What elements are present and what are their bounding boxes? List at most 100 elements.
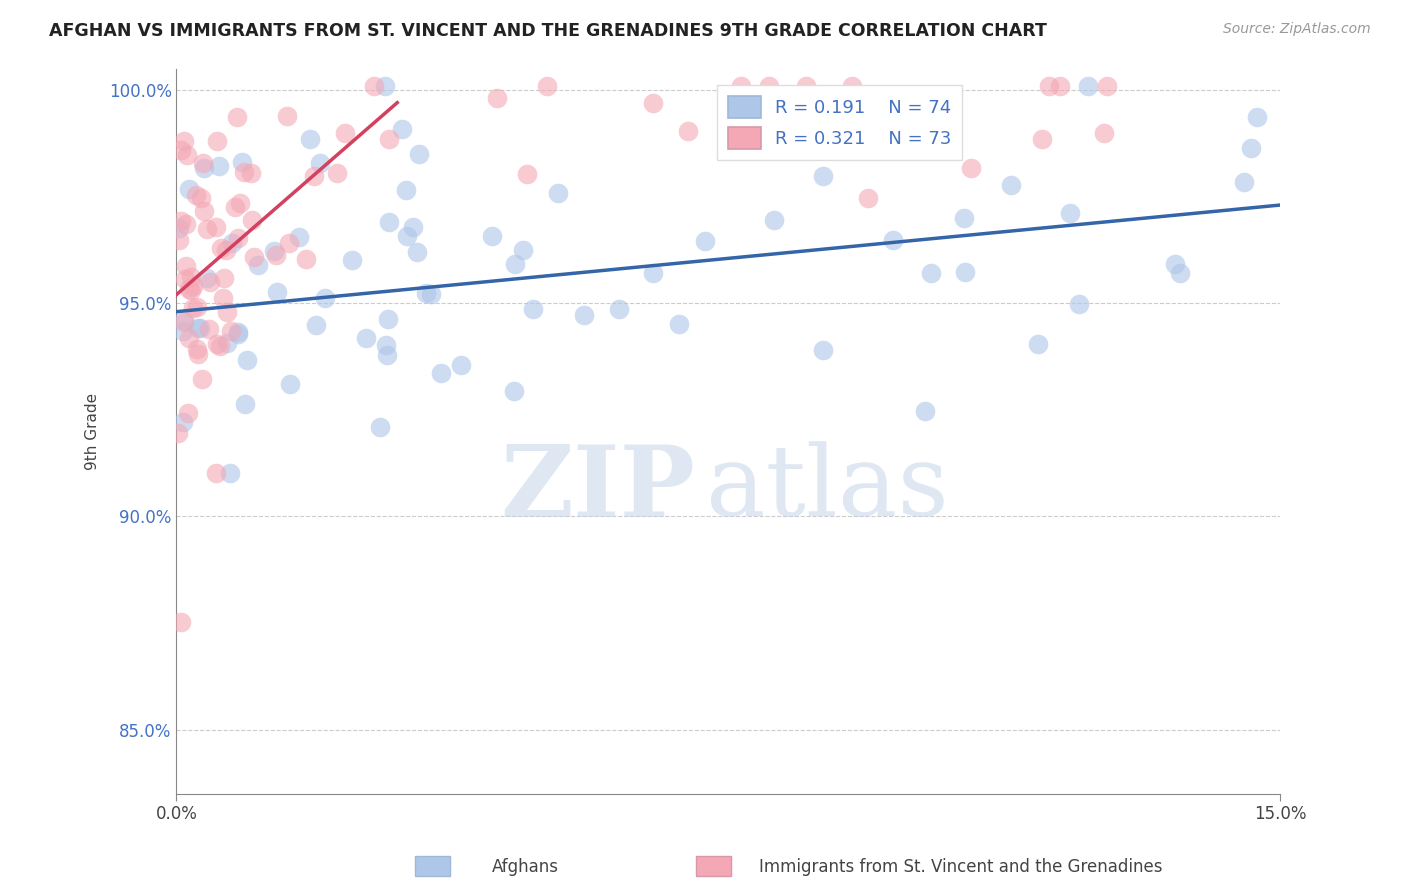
Point [183,279,205,293]
Point [174,259,197,273]
Point [233,396,256,410]
Point [278,235,301,250]
Point [187,320,209,334]
Point [302,169,325,184]
Point [841,78,863,93]
Point [173,315,195,329]
Point [190,191,212,205]
Point [309,156,332,170]
Point [536,78,558,93]
Point [643,266,665,280]
Point [243,251,266,265]
Point [193,161,215,176]
Point [1069,297,1091,311]
Point [811,169,834,183]
Point [920,266,942,280]
Point [235,353,257,368]
Point [1233,175,1256,189]
Point [225,110,247,124]
Text: atlas: atlas [706,442,949,537]
Point [486,91,509,105]
Point [481,228,503,243]
Point [607,302,630,317]
Point [1059,206,1081,220]
Point [173,134,195,148]
Point [212,291,235,305]
Point [375,347,398,361]
Point [231,154,253,169]
Point [217,305,239,319]
Point [395,229,418,244]
Point [180,269,202,284]
Point [170,214,193,228]
Point [503,257,526,271]
Point [512,243,534,257]
Y-axis label: 9th Grade: 9th Grade [86,392,100,470]
Text: Source: ZipAtlas.com: Source: ZipAtlas.com [1223,22,1371,37]
Point [246,258,269,272]
Point [1000,178,1022,193]
Point [294,252,316,266]
Point [408,147,430,161]
Point [263,244,285,258]
Text: AFGHAN VS IMMIGRANTS FROM ST. VINCENT AND THE GRENADINES 9TH GRADE CORRELATION C: AFGHAN VS IMMIGRANTS FROM ST. VINCENT AN… [49,22,1047,40]
Point [205,134,228,148]
Point [226,230,249,244]
Point [1246,110,1268,124]
Point [305,318,328,333]
Point [1164,257,1187,271]
Point [955,265,977,279]
Point [643,96,665,111]
Point [186,342,208,356]
Point [333,126,356,140]
Point [326,166,349,180]
Point [187,347,209,361]
Point [181,301,204,315]
Point [228,196,250,211]
Point [172,415,194,429]
Point [394,184,416,198]
Point [205,219,228,234]
Point [953,211,976,226]
Point [170,144,193,158]
Point [212,271,235,285]
Point [914,404,936,418]
Point [188,321,211,335]
Point [1240,141,1263,155]
Point [502,384,524,398]
Point [882,233,904,247]
Point [177,282,200,296]
Point [960,161,983,176]
Point [1095,78,1118,93]
Point [391,121,413,136]
Point [693,234,716,248]
Point [299,132,322,146]
Point [209,339,232,353]
Point [177,331,200,345]
Point [218,467,240,481]
Point [174,217,197,231]
Point [374,78,396,93]
Text: Afghans: Afghans [492,858,560,876]
Point [221,324,243,338]
Point [215,243,238,257]
Point [368,420,391,434]
Point [811,343,834,358]
Point [170,615,193,629]
Point [169,233,191,247]
Point [217,335,239,350]
Point [547,186,569,201]
Point [240,213,263,227]
Point [1031,131,1053,145]
Point [191,156,214,170]
Point [226,326,249,341]
Point [184,187,207,202]
Point [363,78,385,93]
Point [378,132,401,146]
Point [173,313,195,327]
Point [377,215,399,229]
Point [1049,78,1071,93]
Point [314,292,336,306]
Point [209,241,232,255]
Point [402,220,425,235]
